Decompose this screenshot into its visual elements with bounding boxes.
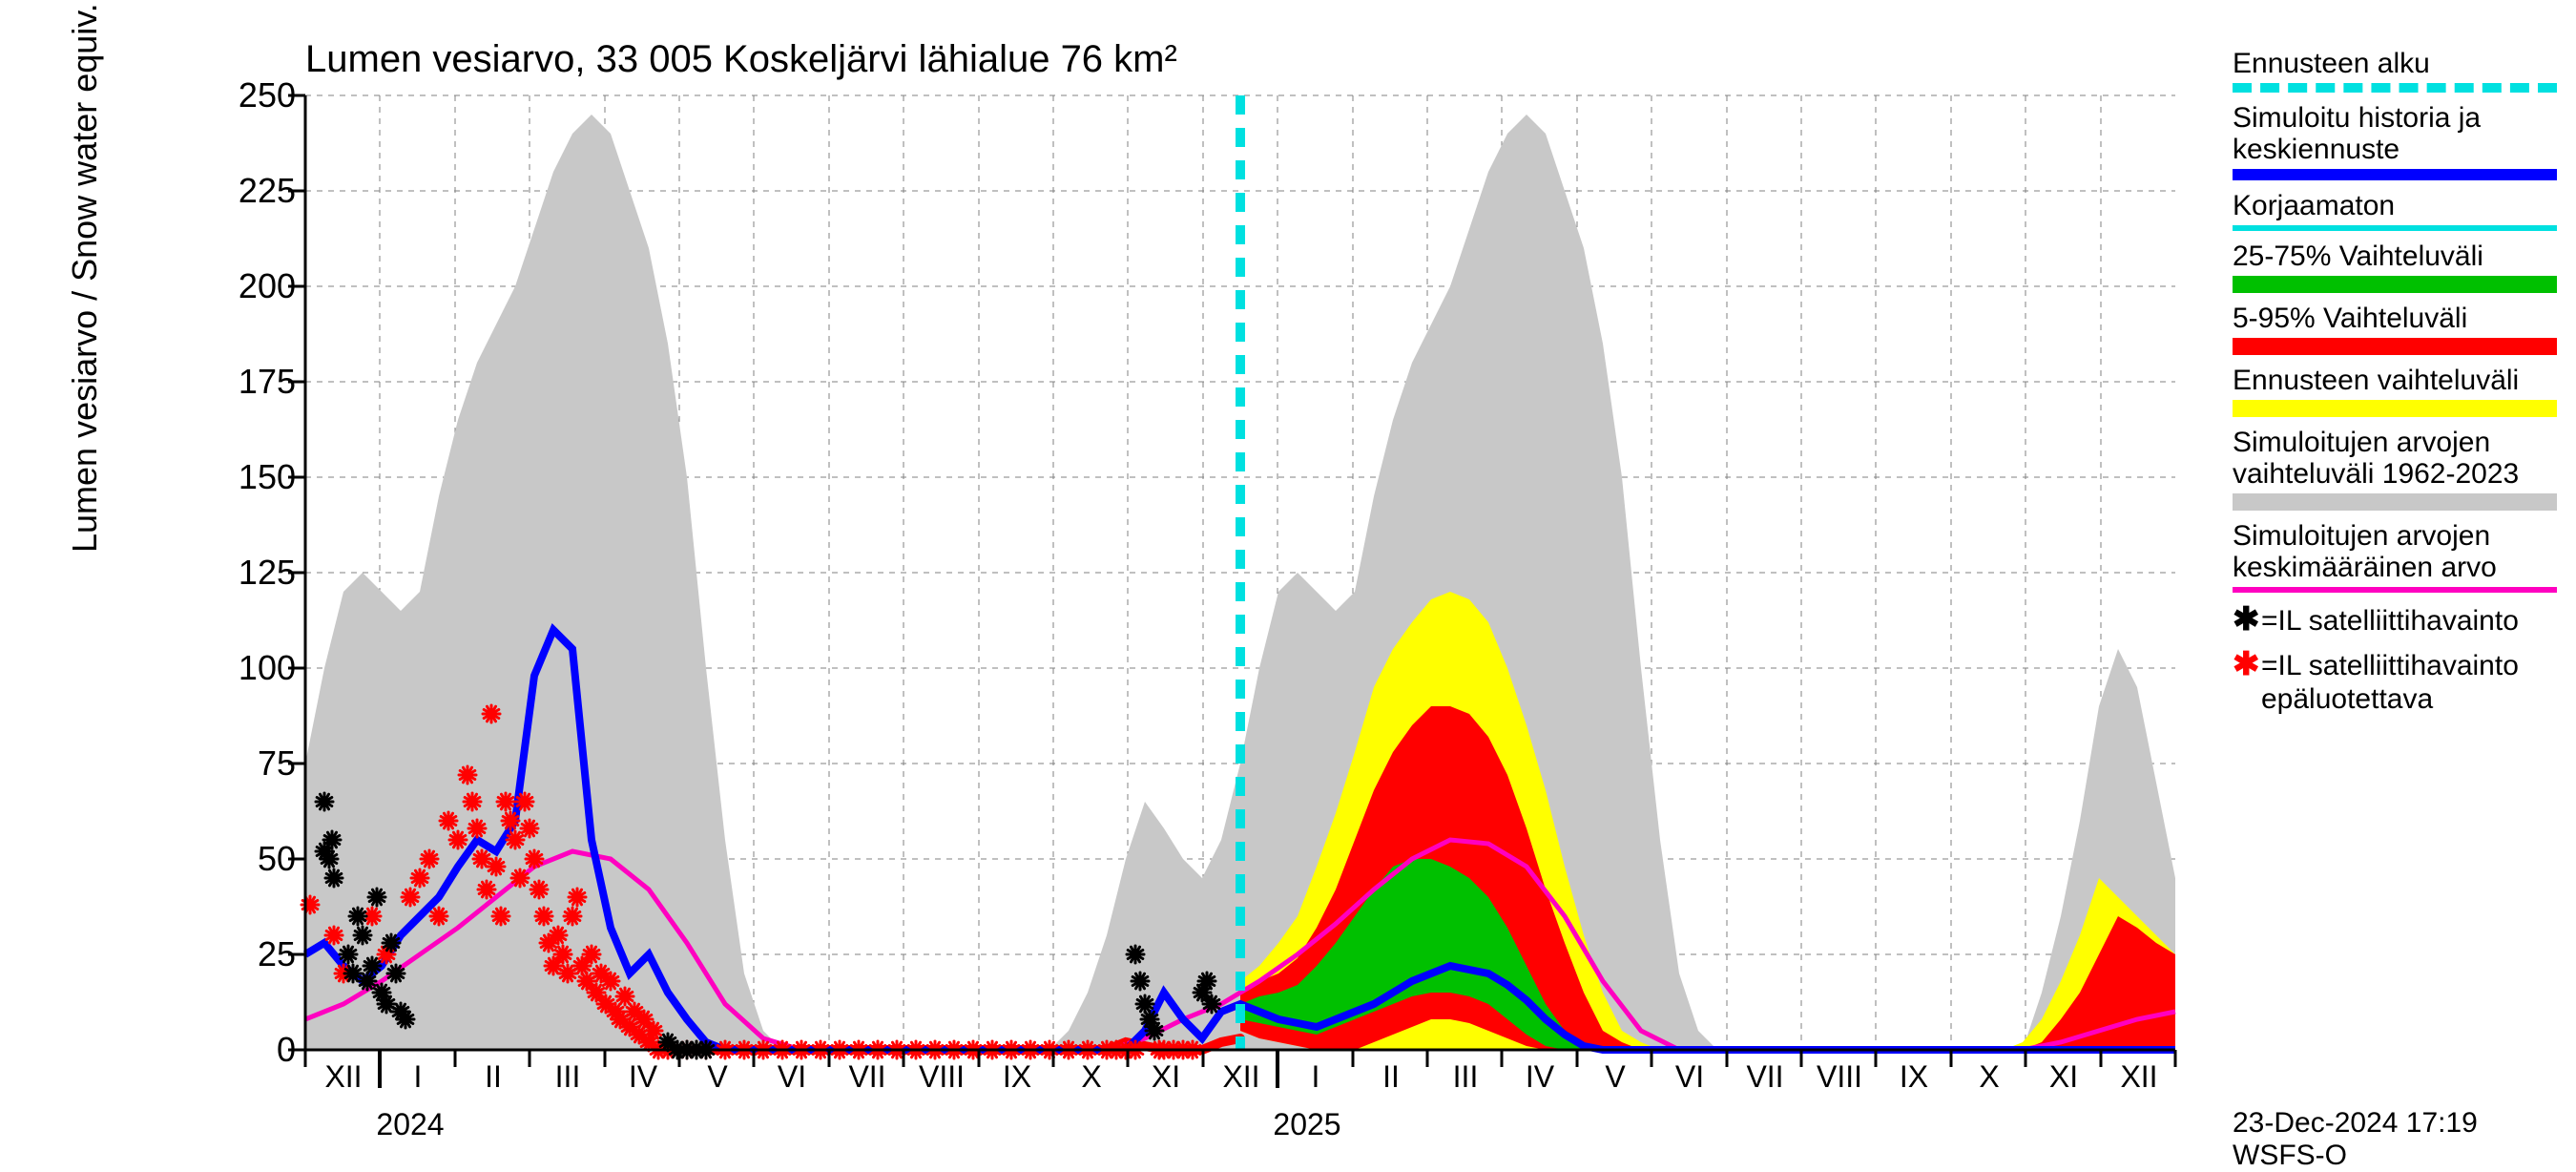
x-tick-label: IX bbox=[1900, 1059, 1928, 1095]
y-tick-label: 175 bbox=[239, 362, 296, 402]
footer-timestamp: 23-Dec-2024 17:19 WSFS-O bbox=[2233, 1107, 2576, 1172]
legend-label: Simuloitujen arvojen bbox=[2233, 427, 2566, 458]
legend-item: ✱=IL satelliittihavaintoepäluotettava bbox=[2233, 647, 2566, 714]
legend-label: 5-95% Vaihteluväli bbox=[2233, 303, 2566, 334]
x-tick-label: III bbox=[555, 1059, 581, 1095]
x-year-label: 2024 bbox=[376, 1107, 444, 1142]
legend-swatch bbox=[2233, 225, 2557, 231]
x-tick-label: III bbox=[1453, 1059, 1479, 1095]
legend-label: Korjaamaton bbox=[2233, 190, 2566, 221]
legend-swatch bbox=[2233, 83, 2557, 93]
legend-item: Ennusteen alku bbox=[2233, 48, 2566, 93]
x-tick-label: V bbox=[707, 1059, 727, 1095]
page: Lumen vesiarvo, 33 005 Koskeljärvi lähia… bbox=[0, 0, 2576, 1145]
legend: Ennusteen alkuSimuloitu historia jakeski… bbox=[2233, 48, 2566, 724]
legend-item: Korjaamaton bbox=[2233, 190, 2566, 231]
legend-marker-icon: ✱ bbox=[2233, 647, 2261, 682]
x-year-label: 2025 bbox=[1273, 1107, 1340, 1142]
x-tick-label: VII bbox=[1746, 1059, 1783, 1095]
x-tick-label: X bbox=[1979, 1059, 1999, 1095]
legend-item: Simuloitujen arvojenkeskimääräinen arvo bbox=[2233, 520, 2566, 593]
y-tick-label: 100 bbox=[239, 648, 296, 688]
legend-label: =IL satelliittihavainto bbox=[2261, 650, 2519, 681]
x-tick-label: II bbox=[1382, 1059, 1400, 1095]
chart-title: Lumen vesiarvo, 33 005 Koskeljärvi lähia… bbox=[305, 38, 1177, 81]
chart-svg bbox=[305, 95, 2175, 1050]
plot-area bbox=[305, 95, 2213, 1050]
legend-item: ✱=IL satelliittihavainto bbox=[2233, 602, 2566, 638]
legend-label: Ennusteen alku bbox=[2233, 48, 2566, 79]
legend-swatch bbox=[2233, 338, 2557, 355]
legend-swatch bbox=[2233, 587, 2557, 593]
legend-label: vaihteluväli 1962-2023 bbox=[2233, 458, 2566, 490]
y-tick-label: 250 bbox=[239, 75, 296, 115]
x-tick-label: VI bbox=[1675, 1059, 1704, 1095]
x-tick-label: VII bbox=[848, 1059, 885, 1095]
legend-swatch bbox=[2233, 400, 2557, 417]
legend-item: 5-95% Vaihteluväli bbox=[2233, 303, 2566, 355]
y-tick-label: 125 bbox=[239, 553, 296, 593]
x-tick-label: I bbox=[1312, 1059, 1320, 1095]
legend-swatch bbox=[2233, 276, 2557, 293]
x-tick-label: XII bbox=[324, 1059, 362, 1095]
x-tick-label: I bbox=[414, 1059, 423, 1095]
x-tick-label: V bbox=[1605, 1059, 1625, 1095]
x-tick-label: II bbox=[485, 1059, 502, 1095]
legend-marker-icon: ✱ bbox=[2233, 602, 2261, 638]
y-tick-label: 200 bbox=[239, 266, 296, 306]
x-tick-label: VI bbox=[778, 1059, 806, 1095]
y-axis-label: Lumen vesiarvo / Snow water equiv. mm bbox=[65, 0, 105, 553]
x-tick-label: IX bbox=[1003, 1059, 1031, 1095]
x-tick-label: XI bbox=[2049, 1059, 2078, 1095]
x-tick-label: XII bbox=[2120, 1059, 2157, 1095]
x-tick-label: VIII bbox=[1817, 1059, 1862, 1095]
legend-swatch bbox=[2233, 169, 2557, 180]
legend-label: keskiennuste bbox=[2233, 134, 2566, 165]
legend-item: Simuloitujen arvojenvaihteluväli 1962-20… bbox=[2233, 427, 2566, 511]
x-tick-label: X bbox=[1081, 1059, 1101, 1095]
legend-label: 25-75% Vaihteluväli bbox=[2233, 241, 2566, 272]
legend-label: keskimääräinen arvo bbox=[2233, 552, 2566, 583]
x-tick-label: IV bbox=[629, 1059, 657, 1095]
legend-label: Simuloitujen arvojen bbox=[2233, 520, 2566, 552]
y-tick-label: 225 bbox=[239, 171, 296, 211]
x-tick-label: IV bbox=[1526, 1059, 1554, 1095]
legend-label: =IL satelliittihavainto bbox=[2261, 605, 2519, 637]
x-tick-label: VIII bbox=[919, 1059, 965, 1095]
legend-label: epäluotettava bbox=[2233, 683, 2566, 715]
legend-label: Simuloitu historia ja bbox=[2233, 102, 2566, 134]
legend-item: Ennusteen vaihteluväli bbox=[2233, 365, 2566, 417]
y-tick-label: 150 bbox=[239, 457, 296, 497]
legend-item: 25-75% Vaihteluväli bbox=[2233, 241, 2566, 293]
legend-label: Ennusteen vaihteluväli bbox=[2233, 365, 2566, 396]
x-tick-label: XI bbox=[1152, 1059, 1180, 1095]
legend-item: Simuloitu historia jakeskiennuste bbox=[2233, 102, 2566, 180]
x-tick-label: XII bbox=[1222, 1059, 1259, 1095]
legend-swatch bbox=[2233, 493, 2557, 511]
